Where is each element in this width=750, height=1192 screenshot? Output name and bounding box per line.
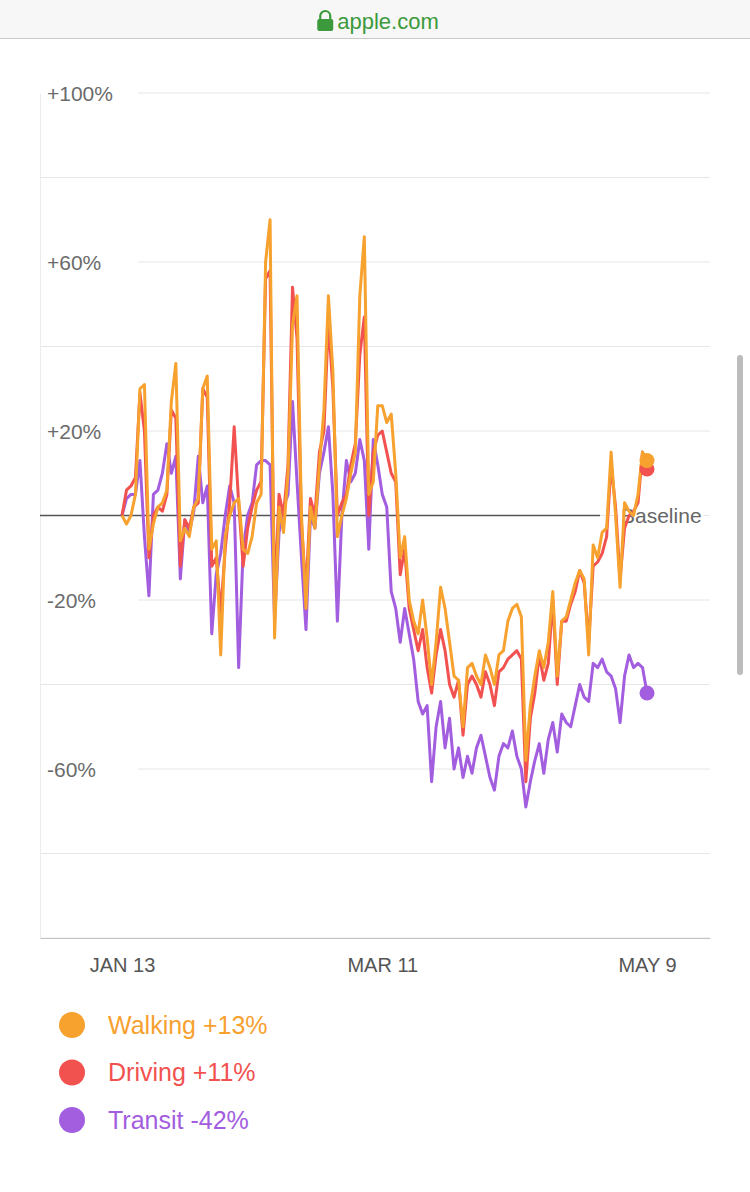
x-tick-label: JAN 13 [90, 954, 156, 976]
grid-line [40, 938, 710, 939]
y-tick-label: -60% [47, 758, 96, 781]
y-tick: +20% [40, 420, 101, 443]
series-line [122, 270, 647, 781]
y-tick: +60% [40, 251, 101, 274]
legend-item: Transit -42% [59, 1106, 249, 1134]
legend-label: Walking +13% [108, 1011, 268, 1039]
lock-icon [317, 11, 333, 31]
legend-swatch [59, 1060, 85, 1086]
grid-line [40, 853, 710, 854]
chart-root: apple.com +100% +60% +20% -20% -60% JAN 13 MAR … [0, 0, 750, 1192]
baseline-line [40, 515, 600, 517]
grid-line [138, 93, 710, 94]
legend-swatch [59, 1107, 85, 1133]
x-tick: JAN 13 [90, 938, 156, 976]
grid-line [40, 684, 710, 685]
y-tick: -60% [40, 758, 96, 781]
x-tick-label: MAR 11 [347, 954, 418, 976]
x-tick-label: MAY 9 [618, 954, 676, 976]
browser-bar-border [0, 38, 750, 39]
address: apple.com [337, 9, 439, 34]
grid-line [40, 346, 710, 347]
x-tick: MAR 11 [347, 938, 418, 976]
y-tick: -20% [40, 589, 96, 612]
series-line [122, 220, 647, 761]
y-tick-label: -20% [47, 589, 96, 612]
legend-item: Walking +13% [59, 1011, 268, 1039]
end-dot [640, 685, 655, 700]
lock-shackle [320, 11, 330, 19]
grid-line [40, 515, 710, 516]
x-axis-line [41, 938, 711, 939]
page: apple.com +100% +60% +20% -20% -60% JAN 13 MAR … [0, 0, 750, 1192]
browser-bar-bg [0, 0, 750, 38]
grid-line [138, 769, 710, 770]
legend-swatch [59, 1012, 85, 1038]
y-tick-label: +100% [47, 82, 113, 105]
legend-label: Transit -42% [108, 1106, 249, 1134]
x-axis: JAN 13 MAR 11 MAY 9 [41, 938, 711, 976]
legend-item: Driving +11% [59, 1058, 256, 1086]
grid-line [138, 431, 710, 432]
plot-area [122, 220, 655, 807]
grid-line [40, 177, 710, 178]
grid [40, 93, 710, 938]
grid-line [138, 262, 710, 263]
x-tick: MAY 9 [618, 938, 676, 976]
browser-bar: apple.com [0, 0, 750, 39]
legend: Walking +13% Driving +11% Transit -42% [59, 1011, 268, 1134]
scrollbar [737, 355, 743, 675]
y-tick-label: +60% [47, 251, 101, 274]
legend-label: Driving +11% [108, 1058, 256, 1086]
lock-body [317, 19, 333, 31]
end-dot [640, 453, 655, 468]
y-axis: +100% +60% +20% -20% -60% [40, 82, 113, 939]
y-tick: +100% [40, 82, 113, 105]
y-tick-label: +20% [47, 420, 101, 443]
